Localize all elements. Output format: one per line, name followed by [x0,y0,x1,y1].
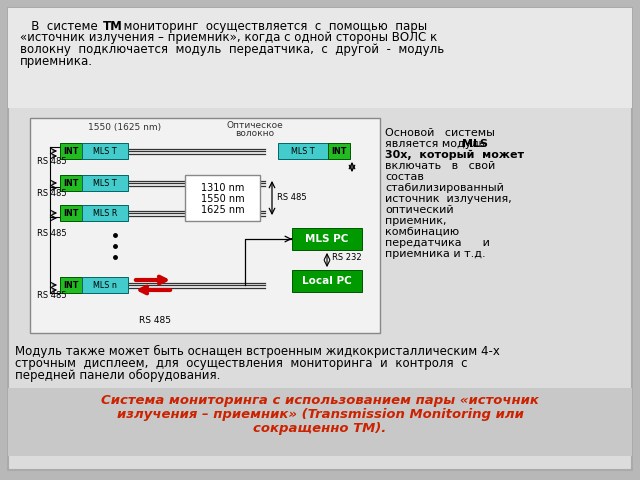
Bar [328,143,350,159]
Text: INT: INT [63,146,79,156]
Bar [82,143,128,159]
Text: мониторинг  осуществляется  с  помощью  пары: мониторинг осуществляется с помощью пары [116,20,427,33]
Text: MLS PC: MLS PC [305,234,349,244]
Text: RS 485: RS 485 [37,189,67,197]
Text: приемника и т.д.: приемника и т.д. [385,249,486,259]
Text: MLS: MLS [462,139,488,149]
Text: оптический: оптический [385,205,454,215]
Text: волокно: волокно [236,129,275,138]
Text: 1625 nm: 1625 nm [201,205,244,215]
Text: источник  излучения,: источник излучения, [385,194,512,204]
Text: Модуль также может быть оснащен встроенным жидкокристаллическим 4-х: Модуль также может быть оснащен встроенн… [15,345,500,358]
Text: волокну  подключается  модуль  передатчика,  с  другой  -  модуль: волокну подключается модуль передатчика,… [20,43,444,56]
Bar [82,277,128,293]
Text: MLS n: MLS n [93,280,117,289]
Text: является модуль: является модуль [385,139,488,149]
Text: «источник излучения – приемник», когда с одной стороны ВОЛС к: «источник излучения – приемник», когда с… [20,32,437,45]
Bar [60,143,82,159]
Text: RS 485: RS 485 [139,316,171,325]
Text: RS 232: RS 232 [332,253,362,263]
Bar [82,175,128,191]
Text: сокращенно ТМ).: сокращенно ТМ). [253,422,387,435]
Text: RS 485: RS 485 [37,228,67,238]
Text: MLS T: MLS T [291,146,315,156]
Text: Основой   системы: Основой системы [385,128,495,138]
Text: передней панели оборудования.: передней панели оборудования. [15,369,220,382]
Bar [8,388,632,456]
Text: приемник,: приемник, [385,216,447,226]
Bar [292,270,362,292]
Text: RS 485: RS 485 [277,193,307,203]
Text: RS 485: RS 485 [37,290,67,300]
Bar [292,228,362,250]
Text: 30x,  который  может: 30x, который может [385,150,524,160]
Text: Local PC: Local PC [302,276,352,286]
Bar [60,205,82,221]
Text: INT: INT [332,146,347,156]
Bar [185,175,260,221]
Text: стабилизированный: стабилизированный [385,183,504,193]
Text: 1550 nm: 1550 nm [201,194,244,204]
Bar [60,175,82,191]
Text: строчным  дисплеем,  для  осуществления  мониторинга  и  контроля  с: строчным дисплеем, для осуществления мон… [15,357,467,370]
Text: INT: INT [63,280,79,289]
Text: MLS R: MLS R [93,208,117,217]
Text: включать   в   свой: включать в свой [385,161,495,171]
Text: INT: INT [63,179,79,188]
Bar [278,143,328,159]
Text: RS 485: RS 485 [37,156,67,166]
Text: Система мониторинга с использованием пары «источник: Система мониторинга с использованием пар… [101,394,539,407]
Text: приемника.: приемника. [20,55,93,68]
Text: 1310 nm: 1310 nm [201,183,244,193]
Text: Оптическое: Оптическое [227,121,284,130]
Bar [8,8,632,108]
Bar [82,205,128,221]
Text: излучения – приемник» (Transmission Monitoring или: излучения – приемник» (Transmission Moni… [116,408,524,421]
Text: MLS T: MLS T [93,146,117,156]
Text: MLS T: MLS T [93,179,117,188]
Bar [60,277,82,293]
Text: передатчика      и: передатчика и [385,238,490,248]
Text: 1550 (1625 nm): 1550 (1625 nm) [88,123,161,132]
Text: комбинацию: комбинацию [385,227,459,237]
Text: INT: INT [63,208,79,217]
Text: ТМ: ТМ [103,20,123,33]
Bar [30,118,380,333]
Text: состав: состав [385,172,424,182]
Text: В  системе: В системе [20,20,105,33]
